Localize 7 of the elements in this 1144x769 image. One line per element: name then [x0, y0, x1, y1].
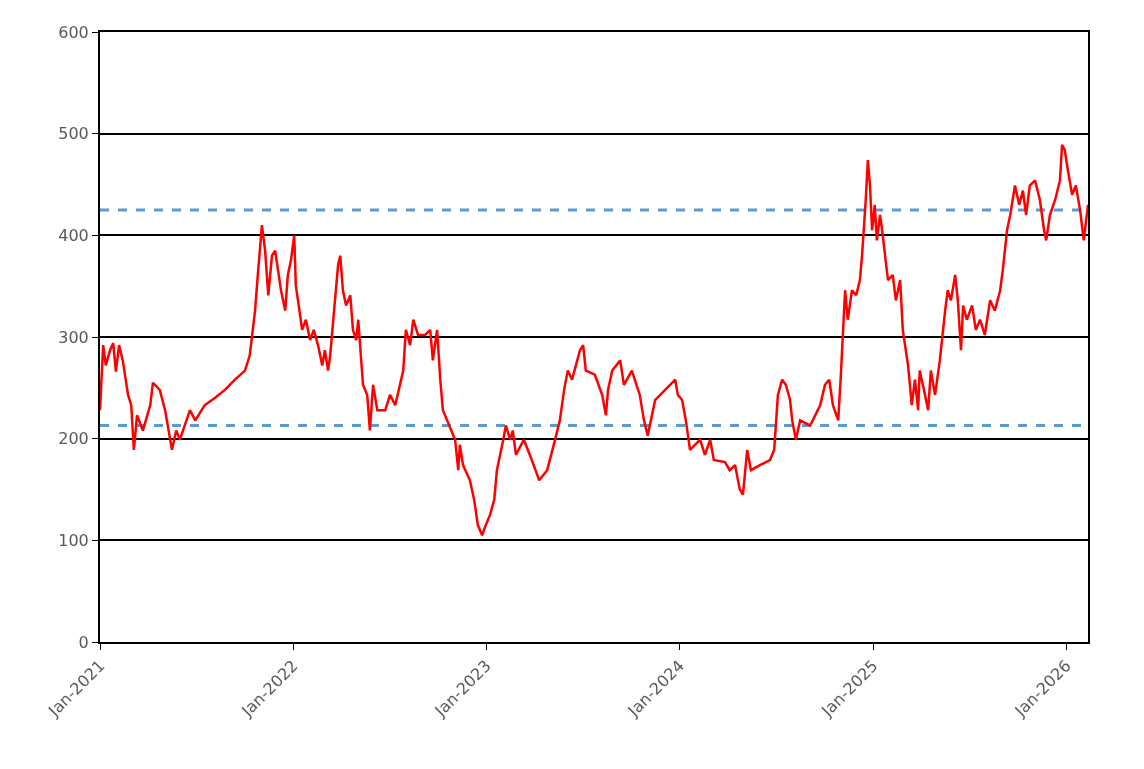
y-tick-label: 500: [58, 124, 89, 144]
y-tick-label: 100: [58, 530, 89, 550]
y-tick-label: 400: [58, 225, 89, 245]
y-tick-label: 300: [58, 327, 89, 347]
y-tick-label: 200: [58, 429, 89, 449]
y-tick-label: 600: [58, 22, 89, 42]
y-tick-label: 0: [78, 632, 89, 652]
